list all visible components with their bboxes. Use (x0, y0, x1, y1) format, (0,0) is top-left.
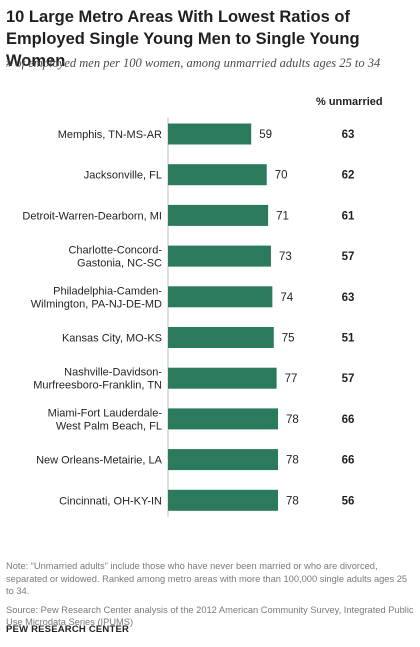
bar-chart: Memphis, TN-MS-AR 59 63 Jacksonville, FL 70 6… (22, 117, 355, 517)
percent-unmarried-value: 51 (342, 333, 355, 345)
category-label: Philadelphia-Camden-Wilmington, PA-NJ-DE… (31, 285, 163, 310)
bar (168, 164, 267, 186)
category-label: New Orleans-Metairie, LA (36, 455, 163, 467)
source-text: Source: Pew Research Center analysis of … (6, 604, 414, 628)
percent-unmarried-value: 62 (342, 170, 355, 182)
category-label-line: Memphis, TN-MS-AR (58, 129, 162, 141)
percent-unmarried-value: 63 (342, 129, 355, 141)
bar (168, 367, 277, 389)
note-text: Note: “Unmarried adults” include those w… (6, 561, 408, 596)
percent-unmarried-value: 56 (342, 495, 355, 507)
category-label: Charlotte-Concord-Gastonia, NC-SC (68, 245, 162, 270)
percent-unmarried-value: 66 (342, 455, 355, 467)
category-label: Miami-Fort Lauderdale-West Palm Beach, F… (48, 407, 163, 432)
category-label-line: West Palm Beach, FL (56, 420, 162, 432)
category-label-line: Charlotte-Concord- (68, 245, 162, 257)
percent-unmarried-value: 63 (342, 292, 355, 304)
category-label: Kansas City, MO-KS (62, 333, 162, 345)
category-label-line: Murfreesboro-Franklin, TN (33, 380, 162, 392)
bar-value-label: 78 (286, 495, 299, 507)
unmarried-column-header: % unmarried (316, 96, 383, 108)
bar (168, 489, 278, 511)
category-label-line: Kansas City, MO-KS (62, 333, 162, 345)
bar-value-label: 59 (259, 129, 272, 141)
bar (168, 408, 278, 430)
category-label-line: Detroit-Warren-Dearborn, MI (22, 210, 162, 222)
bar-value-label: 71 (276, 210, 289, 222)
bar (168, 449, 278, 471)
category-label-line: New Orleans-Metairie, LA (36, 455, 163, 467)
percent-unmarried-value: 66 (342, 414, 355, 426)
category-label-line: Philadelphia-Camden- (53, 285, 162, 297)
bar-value-label: 77 (285, 373, 298, 385)
bar-value-label: 70 (275, 170, 288, 182)
bar (168, 245, 271, 267)
chart-title: 10 Large Metro Areas With Lowest Ratios … (6, 8, 360, 70)
category-label-line: Gastonia, NC-SC (77, 258, 162, 270)
category-label-line: Wilmington, PA-NJ-DE-MD (31, 298, 162, 310)
category-label: Cincinnati, OH-KY-IN (59, 495, 162, 507)
category-label-line: Cincinnati, OH-KY-IN (59, 495, 162, 507)
bar (168, 123, 252, 145)
bar (168, 286, 273, 308)
bar (168, 204, 269, 226)
percent-unmarried-value: 57 (342, 373, 355, 385)
bar-value-label: 75 (282, 333, 295, 345)
percent-unmarried-value: 57 (342, 251, 355, 263)
organization-credit: PEW RESEARCH CENTER (6, 624, 130, 635)
chart-subtitle: # of employed men per 100 women, among u… (6, 56, 381, 70)
bar-value-label: 78 (286, 455, 299, 467)
category-label: Jacksonville, FL (84, 170, 162, 182)
percent-unmarried-value: 61 (342, 210, 355, 222)
bar-value-label: 74 (280, 292, 293, 304)
chart-notes: Note: “Unmarried adults” include those w… (6, 560, 416, 629)
bar-value-label: 73 (279, 251, 292, 263)
category-label: Nashville-Davidson-Murfreesboro-Franklin… (33, 367, 162, 392)
category-label: Detroit-Warren-Dearborn, MI (22, 210, 162, 222)
category-label-line: Nashville-Davidson- (64, 367, 162, 379)
bar (168, 327, 274, 348)
bar-value-label: 78 (286, 414, 299, 426)
category-label: Memphis, TN-MS-AR (58, 129, 162, 141)
category-label-line: Miami-Fort Lauderdale- (48, 407, 163, 419)
category-label-line: Jacksonville, FL (84, 170, 162, 182)
